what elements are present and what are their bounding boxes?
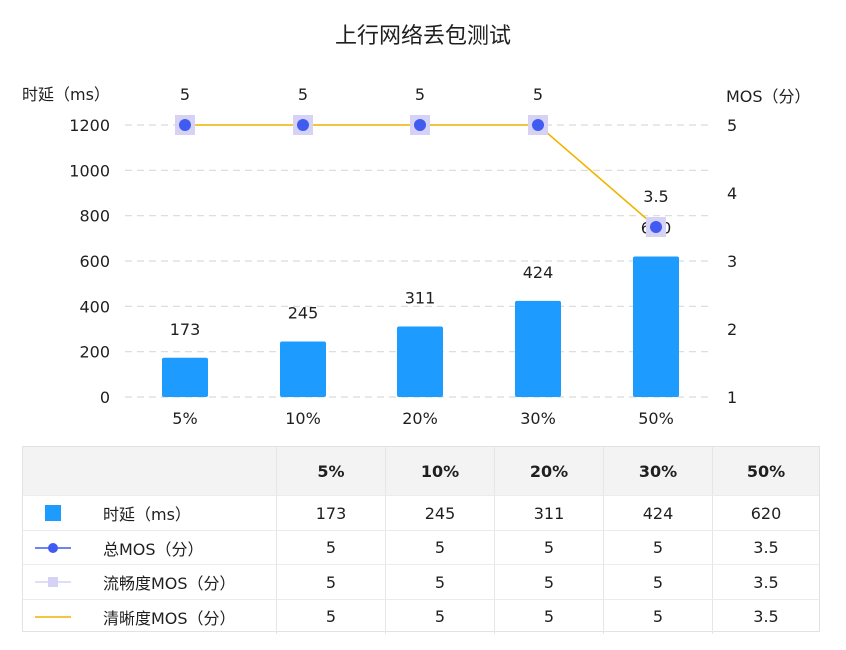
bar-square-icon <box>45 505 61 521</box>
bar <box>515 300 561 397</box>
y-left-tick-label: 1200 <box>69 116 110 135</box>
x-tick-label: 50% <box>638 409 674 428</box>
legend-icon-wrap <box>23 539 83 557</box>
legend-label: 总MOS（分） <box>103 539 204 559</box>
legend-label: 清晰度MOS（分） <box>103 608 236 628</box>
table-header-cell: 30% <box>603 447 712 495</box>
point-data-label: 5 <box>298 85 308 104</box>
table-cell: 5 <box>385 565 494 599</box>
table-cell: 5 <box>494 530 603 565</box>
table-cell: 5 <box>494 565 603 599</box>
table-header-cell: 5% <box>276 447 385 495</box>
table-row-header: 总MOS（分） <box>23 531 276 565</box>
y-left-tick-label: 600 <box>79 252 110 271</box>
y-right-tick-label: 4 <box>727 184 737 203</box>
table-header-row: 5% 10% 20% 30% 50% <box>23 447 819 495</box>
bar-data-label: 245 <box>288 303 319 322</box>
legend-icon-wrap <box>23 608 83 626</box>
point-data-label: 3.5 <box>643 187 668 206</box>
point-data-label: 5 <box>180 85 190 104</box>
table-cell: 5 <box>385 599 494 634</box>
bar-data-label: 173 <box>170 320 201 339</box>
table-cell: 5 <box>276 530 385 565</box>
table-cell: 5 <box>603 530 712 565</box>
y-left-tick-label: 400 <box>79 297 110 316</box>
table-row: 总MOS（分） 5 5 5 5 3.5 <box>23 529 819 565</box>
table-cell: 5 <box>603 599 712 634</box>
x-tick-label: 30% <box>520 409 556 428</box>
table-cell: 3.5 <box>712 565 819 599</box>
bar <box>633 256 679 397</box>
series-point <box>179 119 191 131</box>
x-tick-label: 10% <box>285 409 321 428</box>
y-right-tick-label: 1 <box>727 388 737 407</box>
table-cell: 5 <box>603 565 712 599</box>
bar <box>162 357 208 397</box>
table-header-cell: 10% <box>385 447 494 495</box>
table-cell: 424 <box>603 496 712 530</box>
y-right-axis-title: MOS（分） <box>726 87 811 106</box>
legend-icon-wrap <box>23 573 83 591</box>
table-cell: 5 <box>494 599 603 634</box>
legend-label: 时延（ms） <box>103 505 191 524</box>
y-right-tick-label: 3 <box>727 252 737 271</box>
table-row-header: 时延（ms） <box>23 496 276 530</box>
y-left-tick-label: 0 <box>100 388 110 407</box>
series-point <box>414 119 426 131</box>
bar-data-label: 311 <box>405 289 436 308</box>
x-tick-label: 20% <box>402 409 438 428</box>
data-table: 5% 10% 20% 30% 50% 时延（ms） 173 245 311 424 620 总MOS（… <box>22 446 820 634</box>
table-cell: 173 <box>276 496 385 530</box>
legend-label: 流畅度MOS（分） <box>103 574 236 593</box>
y-right-tick-label: 2 <box>727 320 737 339</box>
chart-title: 上行网络丢包测试 <box>335 24 511 49</box>
y-left-axis-title: 时延（ms） <box>22 85 110 104</box>
table-cell: 245 <box>385 496 494 530</box>
bar <box>280 341 326 397</box>
table-cell: 5 <box>385 530 494 565</box>
table-row: 时延（ms） 173 245 311 424 620 <box>23 495 819 530</box>
table-row-header: 清晰度MOS（分） <box>23 600 276 634</box>
table-cell: 311 <box>494 496 603 530</box>
y-right-tick-label: 5 <box>727 116 737 135</box>
table-cell: 3.5 <box>712 530 819 565</box>
point-data-label: 5 <box>533 85 543 104</box>
bar-data-label: 424 <box>523 263 554 282</box>
x-tick-label: 5% <box>172 409 197 428</box>
series-line <box>185 124 657 228</box>
table-row: 清晰度MOS（分） 5 5 5 5 3.5 <box>23 598 819 634</box>
point-data-label: 5 <box>415 85 425 104</box>
table-cell: 5 <box>276 599 385 634</box>
line-icon <box>35 615 71 618</box>
series-point <box>532 119 544 131</box>
legend-icon-wrap <box>23 504 83 522</box>
bar <box>397 326 443 397</box>
table-cell: 620 <box>712 496 819 530</box>
table-row: 流畅度MOS（分） 5 5 5 5 3.5 <box>23 564 819 599</box>
series-point <box>297 119 309 131</box>
series-point <box>650 221 662 233</box>
y-left-tick-label: 800 <box>79 207 110 226</box>
table-cell: 5 <box>276 565 385 599</box>
line-dot-icon <box>35 542 71 553</box>
line-square-icon <box>35 577 71 587</box>
table-header-cell: 20% <box>494 447 603 495</box>
y-left-tick-label: 200 <box>79 343 110 362</box>
table-header-cell: 50% <box>712 447 819 495</box>
table-row-header: 流畅度MOS（分） <box>23 565 276 599</box>
y-left-tick-label: 1000 <box>69 161 110 180</box>
table-cell: 3.5 <box>712 599 819 634</box>
table-header-cell <box>23 447 276 495</box>
